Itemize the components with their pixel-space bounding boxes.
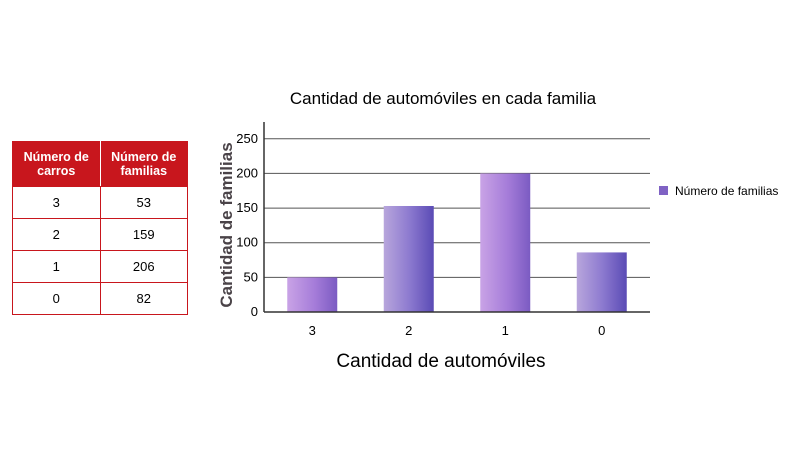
bar — [576, 252, 627, 312]
table-cell: 53 — [99, 186, 188, 219]
bar — [383, 205, 434, 312]
table-cell: 1 — [12, 250, 101, 283]
table-cell: 159 — [99, 218, 188, 251]
table-row: 0 82 — [12, 282, 188, 315]
bar — [480, 173, 531, 312]
table-cell: 0 — [12, 282, 101, 315]
table-header-row: Número de carros Número de familias — [12, 141, 188, 187]
y-axis-label: Cantidad de familias — [217, 142, 236, 307]
legend-label: Número de familias — [675, 184, 778, 198]
y-tick-label: 0 — [251, 304, 258, 319]
y-tick-label: 150 — [236, 200, 258, 215]
y-tick-label: 100 — [236, 235, 258, 250]
legend-swatch — [659, 186, 668, 195]
x-tick-label: 3 — [309, 323, 316, 338]
data-table: Número de carros Número de familias 3 53… — [12, 141, 188, 315]
chart-title: Cantidad de automóviles en cada familia — [290, 89, 597, 108]
x-axis-label: Cantidad de automóviles — [336, 351, 545, 372]
y-tick-label: 250 — [236, 131, 258, 146]
bar — [287, 277, 338, 312]
x-tick-label: 0 — [598, 323, 605, 338]
table-row: 2 159 — [12, 218, 188, 251]
table-cell: 2 — [12, 218, 101, 251]
y-tick-label: 50 — [244, 269, 258, 284]
header-numero-de-familias: Número de familias — [99, 141, 188, 187]
table-row: 1 206 — [12, 250, 188, 283]
header-numero-de-carros: Número de carros — [12, 141, 101, 187]
y-tick-label: 200 — [236, 165, 258, 180]
x-tick-label: 2 — [405, 323, 412, 338]
table-cell: 82 — [99, 282, 188, 315]
x-tick-label: 1 — [502, 323, 509, 338]
table-row: 3 53 — [12, 186, 188, 219]
